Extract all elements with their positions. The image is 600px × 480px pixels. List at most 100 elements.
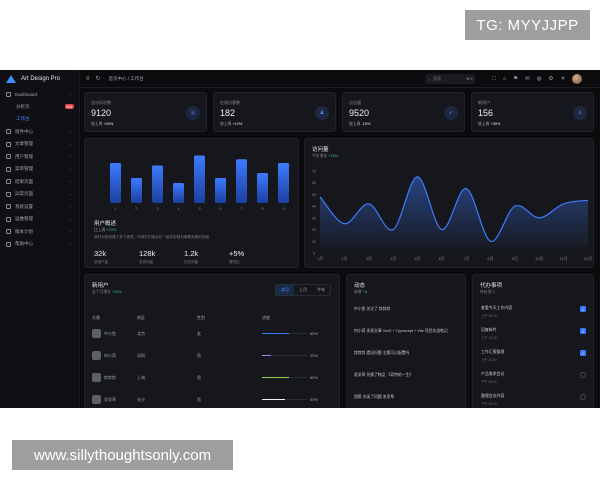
sidebar-item-1[interactable]: 分析页 Hot <box>0 101 79 114</box>
user-cell: 发呆草 <box>92 395 137 404</box>
user-avatar[interactable] <box>572 74 583 84</box>
topbar: ≡ ↻ 首页中心 / 工作台 ⌕ 搜索 ⌘ K ⛶ ⌂ ⚑ ✉ ◍ ⚙ ☀ <box>80 70 600 88</box>
x-tick-label: 3月 <box>366 256 372 261</box>
x-tick-label: 5月 <box>414 256 420 261</box>
chevron-right-icon: › <box>69 191 72 197</box>
sidebar-item-12[interactable]: 帮助中心 › <box>0 238 79 251</box>
todo-item: 回复邮件 上午 10:30 <box>481 327 497 340</box>
activity-title: 动态 <box>354 283 366 289</box>
lock-icon[interactable]: ⌂ <box>502 76 507 82</box>
sidebar-item-label: 帮助中心 <box>15 241 33 247</box>
visits-sub: 今年增长 +15% <box>312 154 339 158</box>
sidebar-item-label: 用户管理 <box>15 153 33 159</box>
sidebar-item-label: 运维管理 <box>15 216 33 222</box>
todo-checkbox[interactable]: ✓ <box>580 328 586 334</box>
dashboard-icon <box>6 91 11 97</box>
sidebar-item-5[interactable]: 用户管理 › <box>0 151 79 164</box>
overview-stat: +5% 周同比 <box>229 249 274 265</box>
menu-toggle-icon[interactable]: ≡ <box>86 75 90 82</box>
stat-label: 新用户 <box>478 100 490 105</box>
sidebar-item-2[interactable]: 工作台 <box>0 113 79 126</box>
bar-tick-label: 6 <box>219 206 222 211</box>
sidebar-item-3[interactable]: 组件中心 › <box>0 126 79 139</box>
article-icon <box>6 141 11 147</box>
grid-icon <box>6 129 11 135</box>
user-name: 发呆草 <box>104 396 116 402</box>
todo-time: 下午 02:00 <box>481 380 497 384</box>
sidebar-item-9[interactable]: 系统设置 › <box>0 201 79 214</box>
new-users-sub: 这个月增长 +20% <box>92 290 122 294</box>
stat-icon: ◎ <box>186 106 200 120</box>
help-icon <box>6 241 11 247</box>
fullscreen-icon[interactable]: ⛶ <box>492 75 496 82</box>
language-icon[interactable]: ◍ <box>536 76 542 82</box>
x-tick-label: 1月 <box>317 256 323 261</box>
stat-card: 新用户 156 较上周 +30% ♙ <box>471 92 594 132</box>
sidebar-item-7[interactable]: 结果页面 › <box>0 176 79 189</box>
stat-icon: ➶ <box>444 106 458 120</box>
user-name: 誶誶誶 <box>104 374 116 380</box>
sidebar-item-10[interactable]: 运维管理 › <box>0 213 79 226</box>
todo-checkbox[interactable]: ✓ <box>580 350 586 356</box>
activity-item[interactable]: 何小荷 发表文章 Vue3 + Typescript + Vite 项目实战笔记 <box>354 329 448 333</box>
progress-bar <box>262 332 307 335</box>
table-row[interactable]: 何小荷 深圳 男 20% <box>92 351 332 360</box>
overview-stat-value: 128k <box>139 249 156 258</box>
x-tick-label: 8月 <box>487 256 493 261</box>
gender: 女 <box>197 330 201 336</box>
todo-time: 下午 03:30 <box>481 402 497 406</box>
col-region: 地区 <box>137 315 145 320</box>
stat-icon: ♙ <box>573 106 587 120</box>
app-window: Art Design Pro Dashboard › 分析页 Hot 工作台 组件中心 › 文… <box>0 70 600 408</box>
stat-icon: ♟ <box>315 106 329 120</box>
todo-checkbox[interactable] <box>580 394 586 400</box>
stat-change: 较上周 +20% <box>91 122 114 126</box>
sidebar-item-label: 异常页面 <box>15 191 33 197</box>
chevron-right-icon: › <box>69 216 72 222</box>
tab-this-year[interactable]: 今年 <box>317 287 325 292</box>
x-tick-label: 7月 <box>463 256 469 261</box>
tab-last-month[interactable]: 上月 <box>299 287 307 292</box>
avatar <box>92 329 101 338</box>
sidebar: Art Design Pro Dashboard › 分析页 Hot 工作台 组件中心 › 文… <box>0 70 80 408</box>
x-tick-label: 9月 <box>512 256 518 261</box>
bar <box>173 183 184 203</box>
table-row[interactable]: 中小鱼 北京 女 60% <box>92 329 332 338</box>
todo-checkbox[interactable]: ✓ <box>580 306 586 312</box>
notification-icon[interactable]: ⚑ <box>513 76 519 82</box>
todo-text: 产品需求会议 <box>481 371 505 376</box>
refresh-icon[interactable]: ↻ <box>95 76 101 82</box>
brand[interactable]: Art Design Pro <box>0 70 79 88</box>
activity-item[interactable]: 誶誶誶 提出问题 主题可以配置吗 <box>354 351 410 355</box>
bar-tick-label: 5 <box>198 206 201 211</box>
region: 北京 <box>137 330 145 336</box>
breadcrumb: 首页中心 / 工作台 <box>108 75 144 81</box>
search-input[interactable]: ⌕ 搜索 ⌘ K <box>425 74 475 84</box>
topbar-actions: ⛶ ⌂ ⚑ ✉ ◍ ⚙ ☀ <box>492 74 583 84</box>
table-row[interactable]: 发呆草 长沙 男 50% <box>92 395 332 404</box>
sidebar-item-11[interactable]: 版本计划 › <box>0 226 79 239</box>
bar-tick-label: 8 <box>261 206 264 211</box>
table-row[interactable]: 誶誶誶 上海 男 60% <box>92 373 332 382</box>
result-icon <box>6 179 11 185</box>
brand-name: Art Design Pro <box>21 76 61 82</box>
todo-checkbox[interactable] <box>580 372 586 378</box>
stat-label: 总访问次数 <box>91 100 111 105</box>
sidebar-item-6[interactable]: 菜单管理 › <box>0 163 79 176</box>
activity-item[interactable]: 发呆草 兑换了物品 《奇特的一生》 <box>354 373 414 377</box>
chat-icon[interactable]: ✉ <box>525 76 530 82</box>
activity-item[interactable]: 甜筒 关闭了问题 发呆草 <box>354 395 395 399</box>
activity-item[interactable]: 中小鱼 关注了 誶誶誶 <box>354 307 391 311</box>
overview-stat-label: 总用户量 <box>94 260 108 264</box>
sidebar-item-4[interactable]: 文章管理 › <box>0 138 79 151</box>
sidebar-item-8[interactable]: 异常页面 › <box>0 188 79 201</box>
todo-title: 代办事项 <box>480 283 503 289</box>
overview-stat-label: 周同比 <box>229 260 240 264</box>
stat-change: 较上周 -15% <box>349 122 371 126</box>
settings-icon[interactable]: ⚙ <box>548 76 554 82</box>
tab-this-month[interactable]: 本月 <box>276 285 294 295</box>
sidebar-item-0[interactable]: Dashboard › <box>0 88 79 101</box>
progress-fill <box>262 398 285 401</box>
user-overview-sub: 比上周 +23% <box>94 228 117 232</box>
theme-icon[interactable]: ☀ <box>560 76 566 82</box>
